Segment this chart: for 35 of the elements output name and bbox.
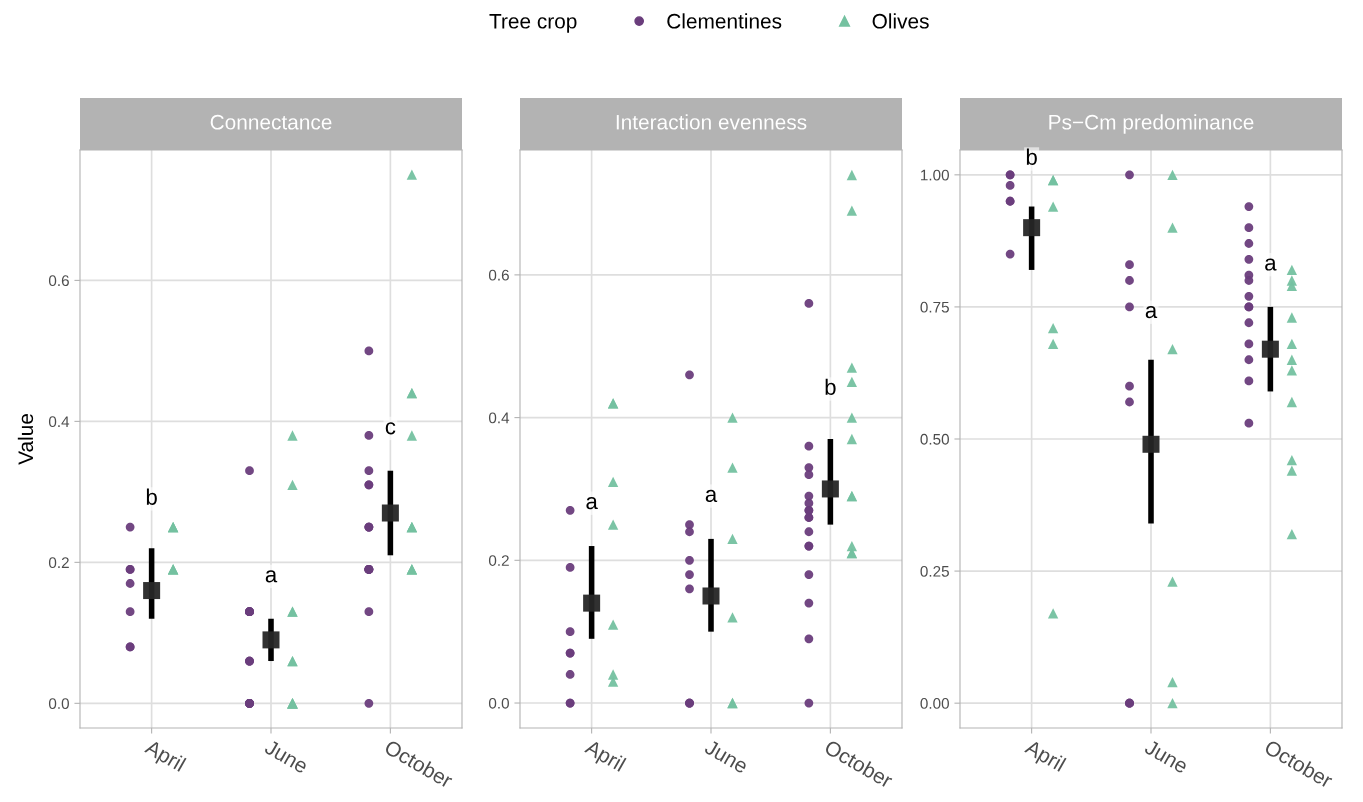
annotation: a: [1145, 305, 1158, 319]
y-tick-label: 0.50: [920, 433, 949, 445]
legend-label: Olives: [872, 13, 929, 29]
annotation: b: [825, 378, 836, 396]
chart-title: Interaction evenness: [616, 114, 807, 130]
x-tick-label: June: [1143, 739, 1189, 774]
y-tick-label: 0.2: [488, 555, 509, 566]
x-tick-label: June: [703, 739, 749, 774]
y-tick-label: 0.0: [48, 698, 69, 710]
y-tick-label: 0.00: [920, 698, 949, 709]
y-tick-label: 0.0: [488, 697, 509, 709]
y-tick-label: 0.6: [488, 269, 509, 281]
legend-title: Tree crop: [489, 14, 577, 33]
chart-title: Connectance: [210, 114, 332, 130]
y-tick-label: 0.75: [920, 301, 949, 313]
annotation: b: [146, 488, 157, 505]
annotation: a: [1265, 258, 1277, 271]
y-tick-label: 0.6: [48, 275, 69, 287]
annotation: c: [385, 422, 396, 435]
y-tick-label: 0.25: [920, 565, 949, 577]
annotation: a: [586, 497, 598, 510]
y-tick-label: 0.4: [48, 416, 70, 428]
x-tick-label: April: [141, 738, 187, 776]
annotation: a: [265, 570, 278, 583]
x-tick-label: June: [263, 739, 309, 774]
y-tick-label: 1.00: [921, 169, 949, 181]
y-axis-title: Value: [17, 414, 34, 465]
y-tick-label: 0.4: [488, 412, 510, 424]
y-tick-label: 0.2: [48, 557, 69, 569]
x-tick-label: April: [581, 738, 627, 776]
legend-label: Clementines: [667, 13, 782, 29]
annotation: b: [1026, 148, 1037, 165]
annotation: a: [705, 489, 718, 503]
chart-title: Ps−Cm predominance: [1049, 114, 1254, 134]
x-tick-label: April: [1021, 738, 1067, 776]
